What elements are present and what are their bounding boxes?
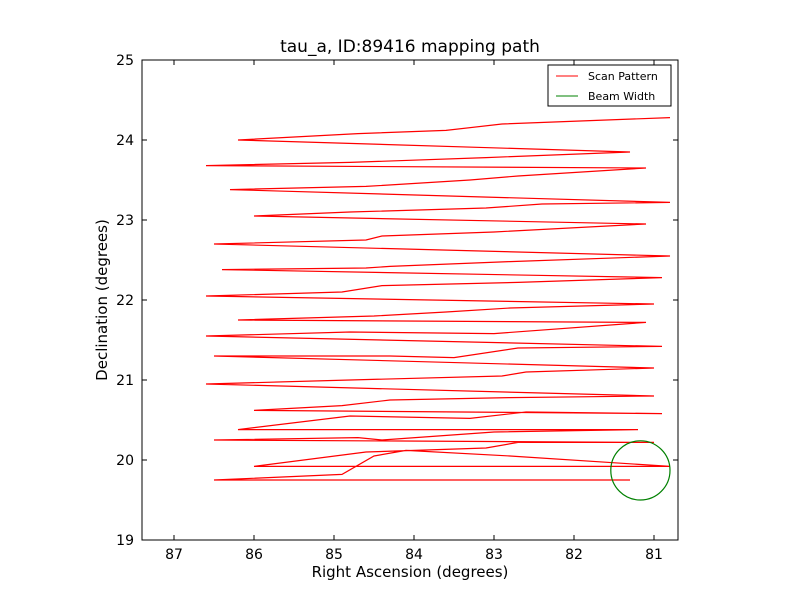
y-tick-label: 25 <box>116 53 134 69</box>
x-tick-label: 85 <box>325 547 343 563</box>
legend-beam-width-label: Beam Width <box>588 90 655 103</box>
y-axis: 19 20 21 22 23 24 25 <box>116 53 678 549</box>
y-axis-label: Declination (degrees) <box>93 219 111 381</box>
x-tick-label: 87 <box>165 547 183 563</box>
scan-pattern-line <box>205 117 671 481</box>
plot-area <box>141 59 679 541</box>
x-tick-label: 81 <box>645 547 663 563</box>
x-tick-label: 84 <box>405 547 423 563</box>
y-tick-label: 24 <box>116 133 134 149</box>
y-tick-label: 20 <box>116 453 134 469</box>
chart-title: tau_a, ID:89416 mapping path <box>280 37 540 57</box>
y-tick-label: 23 <box>116 213 134 229</box>
x-axis-label: Right Ascension (degrees) <box>312 563 509 581</box>
beam-width-layer <box>610 440 671 501</box>
scan-pattern-layer <box>205 117 671 481</box>
legend: Scan Pattern Beam Width <box>547 64 672 107</box>
y-tick-label: 19 <box>116 533 134 549</box>
legend-scan-pattern-label: Scan Pattern <box>588 70 658 83</box>
x-tick-label: 82 <box>565 547 583 563</box>
y-tick-label: 21 <box>116 373 134 389</box>
x-axis: 87 86 85 84 83 82 81 <box>165 60 663 563</box>
y-tick-label: 22 <box>116 293 134 309</box>
x-tick-label: 86 <box>245 547 263 563</box>
legend-box <box>547 64 672 107</box>
x-tick-label: 83 <box>485 547 503 563</box>
beam-width-circle <box>610 440 671 501</box>
